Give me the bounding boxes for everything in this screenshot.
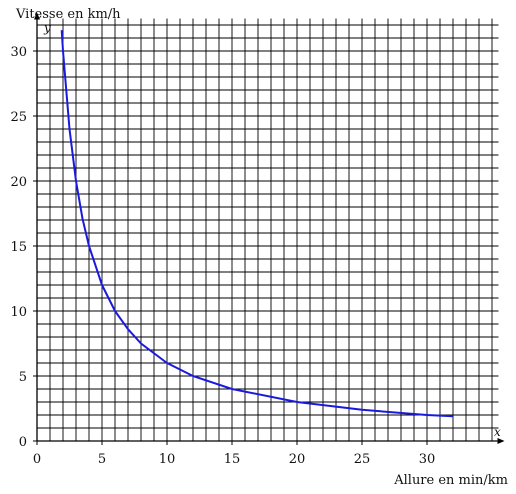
series-line xyxy=(60,30,454,418)
y-tick-label: 15 xyxy=(10,240,27,255)
x-tick-label: 20 xyxy=(289,452,306,467)
x-tick-label: 30 xyxy=(419,452,436,467)
x-tick-label: 5 xyxy=(98,452,106,467)
x-tick-label: 25 xyxy=(354,452,371,467)
y-tick-label: 10 xyxy=(10,305,27,320)
y-axis-variable: y xyxy=(43,21,51,35)
axes xyxy=(34,12,505,444)
x-axis-variable: x xyxy=(494,425,501,439)
y-axis-label: Vitesse en km/h xyxy=(15,7,121,22)
y-axis-arrow-icon xyxy=(34,12,40,20)
y-tick-label: 25 xyxy=(10,110,27,125)
x-axis-arrow-icon xyxy=(497,438,505,444)
y-tick-label: 30 xyxy=(10,45,27,60)
x-tick-label: 10 xyxy=(159,452,176,467)
y-tick-label: 0 xyxy=(19,435,27,450)
plot-area xyxy=(60,30,454,418)
grid xyxy=(36,18,499,442)
y-tick-label: 20 xyxy=(10,175,27,190)
y-tick-label: 5 xyxy=(19,370,27,385)
tick-labels: 0 5 10 15 20 25 30 0 5 10 15 20 25 30 xyxy=(10,45,435,467)
x-tick-label: 0 xyxy=(33,452,41,467)
x-axis-label: Allure en min/km xyxy=(393,473,508,488)
x-tick-label: 15 xyxy=(224,452,241,467)
